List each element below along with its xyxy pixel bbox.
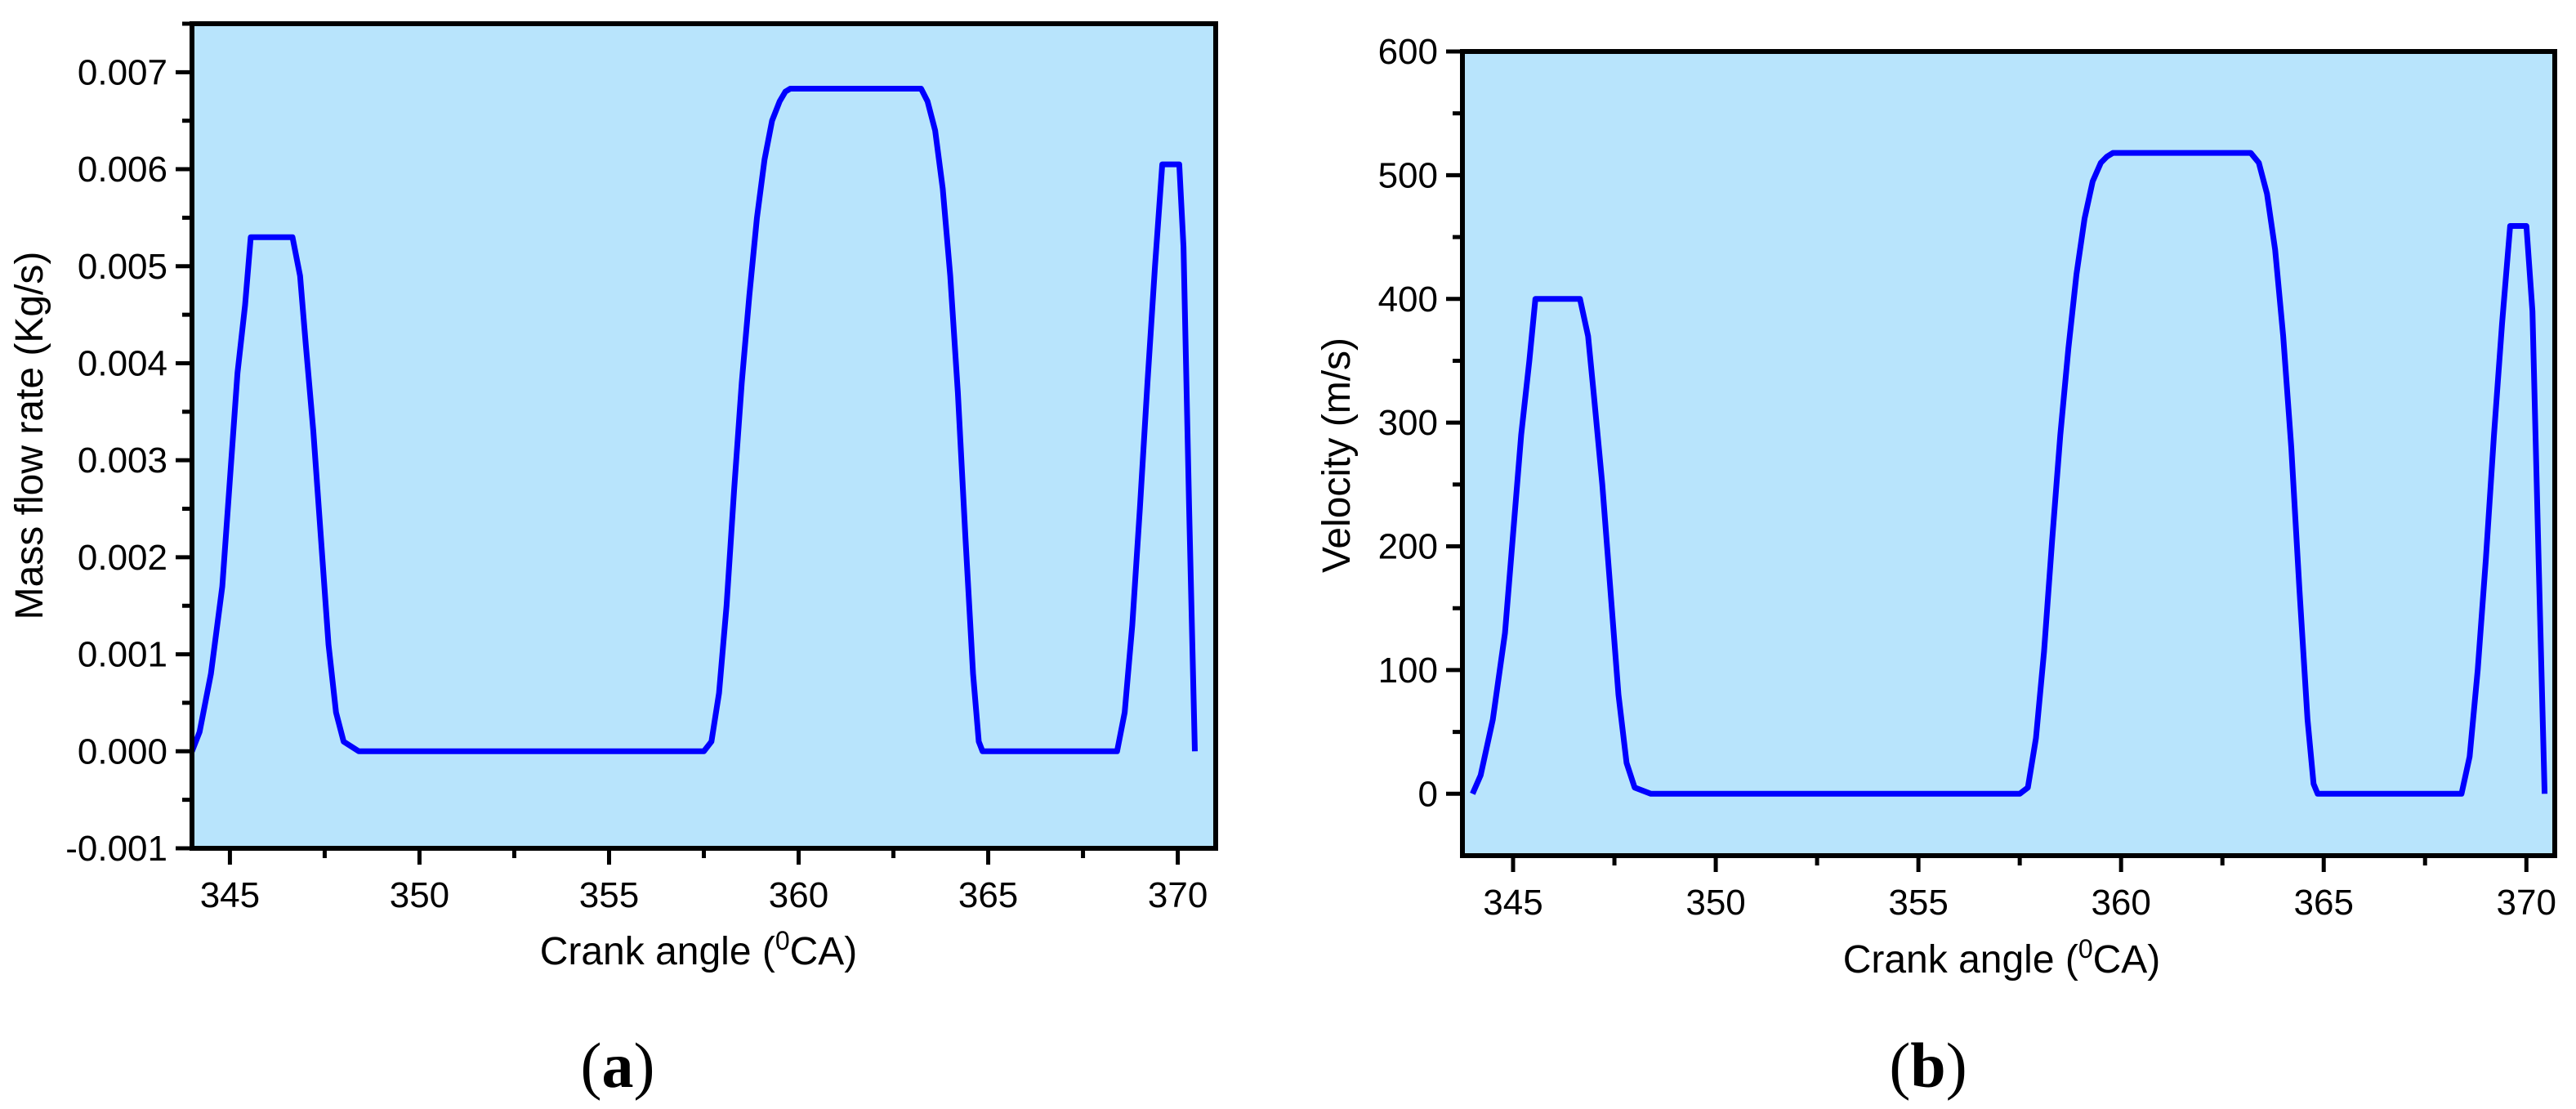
- chart-panel-b: 0 100 200 300 400 500 600 345 350 355 360 365 370 V…: [1315, 32, 2557, 1101]
- y-axis-ticks: 0 100 200 300 400 500 600: [1378, 32, 1462, 814]
- x-tick-label: 360: [769, 875, 828, 915]
- x-tick-label: 345: [1483, 883, 1542, 923]
- x-tick-label: 350: [390, 875, 449, 915]
- y-tick-label: 0.004: [78, 343, 167, 383]
- y-tick-label: 0: [1418, 774, 1438, 814]
- x-tick-label: 345: [200, 875, 260, 915]
- plot-area: [1462, 51, 2555, 856]
- y-tick-label: 100: [1378, 651, 1438, 691]
- panel-label-a: (a): [581, 1030, 655, 1101]
- y-tick-label: 600: [1378, 32, 1438, 72]
- panel-label-b: (b): [1889, 1030, 1967, 1101]
- y-tick-label: 0.002: [78, 538, 167, 578]
- x-tick-label: 370: [2497, 883, 2556, 923]
- velocity-line: [1470, 150, 2548, 797]
- x-tick-label: 355: [579, 875, 639, 915]
- x-tick-label: 360: [2091, 883, 2150, 923]
- y-axis-ticks: -0.001 0.000 0.001 0.002 0.003 0.004 0.005 0.00…: [65, 21, 192, 869]
- y-tick-label: -0.001: [65, 829, 167, 869]
- x-tick-label: 365: [2294, 883, 2354, 923]
- y-tick-label: 0.000: [78, 731, 167, 771]
- y-axis-title: Mass flow rate (Kg/s): [8, 252, 51, 620]
- x-axis-ticks: 345 350 355 360 365 370: [1483, 856, 2556, 923]
- y-tick-label: 400: [1378, 279, 1438, 320]
- y-tick-label: 0.007: [78, 52, 167, 92]
- y-tick-label: 0.003: [78, 440, 167, 481]
- y-tick-label: 500: [1378, 155, 1438, 195]
- y-tick-label: 300: [1378, 403, 1438, 443]
- x-tick-label: 350: [1685, 883, 1745, 923]
- plot-area: [192, 24, 1216, 848]
- mass-flow-line: [189, 86, 1198, 754]
- x-axis-title: Crank angle (0CA): [1843, 934, 2161, 982]
- x-tick-label: 370: [1148, 875, 1208, 915]
- y-axis-title: Velocity (m/s): [1315, 338, 1359, 573]
- x-tick-label: 355: [1888, 883, 1948, 923]
- x-axis-title: Crank angle (0CA): [540, 926, 858, 973]
- x-axis-ticks: 345 350 355 360 365 370: [200, 848, 1208, 915]
- y-tick-label: 200: [1378, 527, 1438, 567]
- x-tick-label: 365: [958, 875, 1018, 915]
- axis-frame: [1460, 49, 2557, 858]
- y-tick-label: 0.005: [78, 247, 167, 287]
- y-tick-label: 0.001: [78, 635, 167, 675]
- y-tick-label: 0.006: [78, 150, 167, 190]
- chart-panel-a: -0.001 0.000 0.001 0.002 0.003 0.004 0.005 0.00…: [8, 21, 1218, 1101]
